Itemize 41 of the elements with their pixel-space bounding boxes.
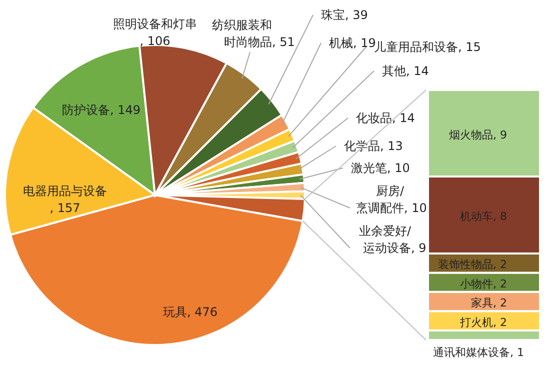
data-label: , 51 <box>272 35 295 49</box>
slice-label: 机械 <box>329 36 353 50</box>
data-label: , 9 <box>493 128 507 142</box>
data-label: , 10 <box>387 161 410 175</box>
data-label: , 8 <box>493 210 507 223</box>
slice-label: 儿童用品和设备 <box>374 40 458 54</box>
series-label: 打火机 <box>459 316 493 329</box>
data-label: , 19 <box>353 36 376 50</box>
series-label: 小物件 <box>460 277 493 290</box>
slice-label: 纺织服装和时尚物品 <box>212 18 272 49</box>
slice-label: 化妆品 <box>356 111 392 125</box>
data-label: , 2 <box>493 316 507 329</box>
data-label: , 9 <box>411 241 426 255</box>
slice-label: 其他 <box>382 64 406 78</box>
data-label: , 2 <box>493 258 507 272</box>
slice-label: 激光笔 <box>351 161 387 175</box>
data-label: , 15 <box>458 40 481 54</box>
series-label: 通讯和媒体设备 <box>433 346 510 359</box>
slice-label: 电器用品与设备 <box>23 184 107 198</box>
slice-label: 照明设备和灯串 <box>113 17 197 31</box>
data-label: , 106 <box>140 34 170 48</box>
data-label: , 13 <box>380 139 403 153</box>
data-label: , 1 <box>510 346 524 359</box>
data-label: , 2 <box>493 277 507 290</box>
data-label: , 10 <box>404 201 427 215</box>
series-label: 家具 <box>471 296 493 310</box>
slice-label: 珠宝 <box>321 8 345 22</box>
data-label: , 476 <box>187 305 218 319</box>
data-label: , 2 <box>493 296 507 310</box>
data-label: , 157 <box>50 201 80 215</box>
series-label: 烟火物品 <box>449 128 493 142</box>
slice-label: 业余爱好/运动设备 <box>358 224 412 255</box>
data-label: , 149 <box>110 103 141 117</box>
data-label: , 14 <box>392 111 415 125</box>
data-label: , 14 <box>406 64 429 78</box>
data-label: , 39 <box>345 8 368 22</box>
series-label: 装饰性物品 <box>438 258 493 272</box>
slice-label: 玩具 <box>163 305 187 319</box>
slice-label: 厨房/烹调配件 <box>356 184 405 215</box>
series-label: 机动车 <box>460 210 493 223</box>
slice-label: 防护设备 <box>62 103 110 117</box>
